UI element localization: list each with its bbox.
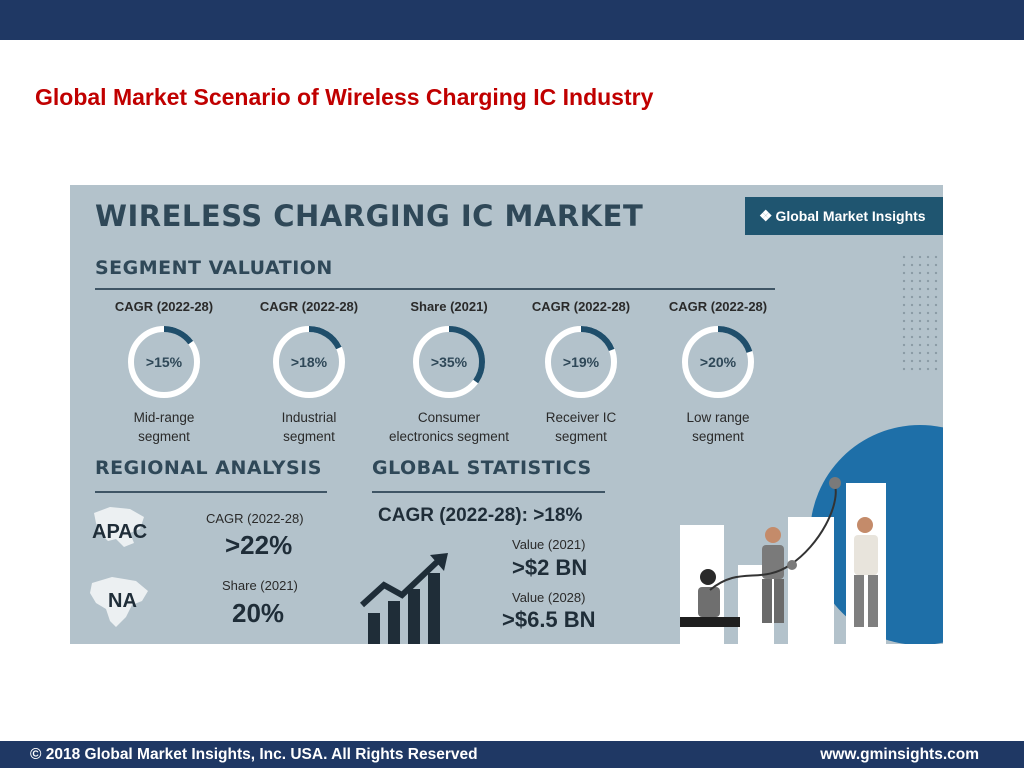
value-2021: >$2 BN xyxy=(512,555,588,580)
na-label: NA xyxy=(108,590,137,612)
segment-label: Industrial segment xyxy=(281,410,337,444)
footer-bar: © 2018 Global Market Insights, Inc. USA.… xyxy=(0,741,1024,768)
segment-value: >18% xyxy=(290,354,328,370)
segment-value: >15% xyxy=(145,354,183,370)
segment-ring: >19% xyxy=(543,324,619,400)
apac-map-icon xyxy=(94,507,144,547)
north-america-map-icon xyxy=(90,577,148,627)
global-cagr: CAGR (2022-28): >18% xyxy=(378,505,583,526)
segment-caption: CAGR (2022-28) xyxy=(114,299,214,314)
segment-ring: >35% xyxy=(411,324,487,400)
segment-ring: >15% xyxy=(126,324,202,400)
dot-pattern-decoration xyxy=(900,253,940,373)
segment-industrial: CAGR (2022-28) >18% Industrial segment xyxy=(234,299,384,446)
segment-label: Low range segment xyxy=(686,410,750,444)
global-statistics-heading: GLOBAL STATISTICS xyxy=(372,457,592,479)
ring-chart-icon xyxy=(545,326,617,398)
segment-value: >20% xyxy=(699,354,737,370)
top-banner xyxy=(0,0,1024,40)
slide-title: Global Market Scenario of Wireless Charg… xyxy=(35,84,654,110)
value-2028-caption: Value (2028) xyxy=(512,590,586,605)
growth-chart-icon xyxy=(360,553,448,644)
segment-caption: Share (2021) xyxy=(410,299,488,314)
segment-label: Mid-range segment xyxy=(133,410,195,444)
segment-midrange: CAGR (2022-28) >15% Mid-range segment xyxy=(89,299,239,446)
regional-analysis-heading: REGIONAL ANALYSIS xyxy=(95,457,322,479)
segment-caption: CAGR (2022-28) xyxy=(259,299,359,314)
copyright-text: © 2018 Global Market Insights, Inc. USA.… xyxy=(30,746,478,763)
segment-value: >19% xyxy=(562,354,600,370)
people-charging-illustration xyxy=(680,425,943,644)
ring-chart-icon xyxy=(273,326,345,398)
infographic-title: WIRELESS CHARGING IC MARKET xyxy=(95,199,644,233)
website-link[interactable]: www.gminsights.com xyxy=(820,746,979,763)
apac-caption: CAGR (2022-28) xyxy=(206,511,304,526)
na-value: 20% xyxy=(232,598,285,628)
segment-valuation-heading: SEGMENT VALUATION xyxy=(95,257,333,279)
global-heading-divider xyxy=(372,491,605,493)
logo-mark-icon: ❖ xyxy=(759,208,773,225)
ring-chart-icon xyxy=(682,326,754,398)
ring-chart-icon xyxy=(413,326,485,398)
segment-ring: >18% xyxy=(271,324,347,400)
segment-ring: >20% xyxy=(680,324,756,400)
company-logo: ❖ Global Market Insights xyxy=(745,197,943,235)
infographic-panel: WIRELESS CHARGING IC MARKET ❖ Global Mar… xyxy=(70,185,943,644)
value-2021-caption: Value (2021) xyxy=(512,537,586,552)
value-2028: >$6.5 BN xyxy=(502,607,596,632)
regional-heading-divider xyxy=(95,491,327,493)
logo-text: Global Market Insights xyxy=(775,208,926,224)
segment-caption: CAGR (2022-28) xyxy=(531,299,631,314)
segment-label: Consumer electronics segment xyxy=(388,410,510,444)
segment-heading-divider xyxy=(95,288,775,290)
segment-receiver-ic: CAGR (2022-28) >19% Receiver IC segment xyxy=(506,299,656,446)
apac-value: >22% xyxy=(225,530,293,560)
segment-caption: CAGR (2022-28) xyxy=(668,299,768,314)
na-caption: Share (2021) xyxy=(222,578,298,593)
segment-consumer-electronics: Share (2021) >35% Consumer electronics s… xyxy=(374,299,524,446)
ring-chart-icon xyxy=(128,326,200,398)
segment-label: Receiver IC segment xyxy=(545,410,617,444)
segment-low-range: CAGR (2022-28) >20% Low range segment xyxy=(643,299,793,446)
segment-value: >35% xyxy=(430,354,468,370)
apac-label: APAC xyxy=(92,521,148,543)
